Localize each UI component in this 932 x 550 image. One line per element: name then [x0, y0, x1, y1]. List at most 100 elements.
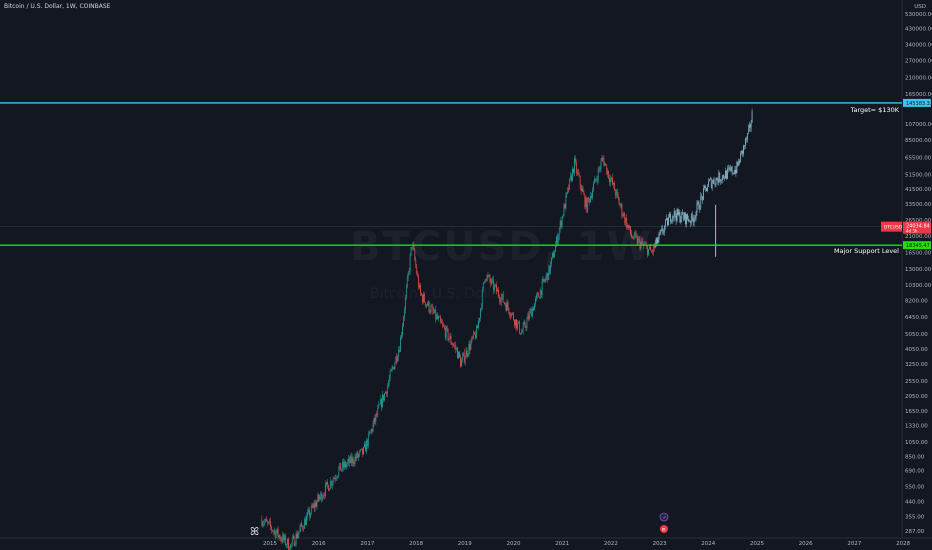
candle-body [556, 236, 557, 245]
candle-body [574, 158, 575, 173]
candle-body [548, 265, 550, 280]
candle-body [376, 413, 378, 416]
candle-body [532, 308, 533, 317]
price-tick-label: 10300.00 [905, 283, 932, 289]
candle-body [730, 167, 732, 171]
candle-body [713, 179, 715, 184]
candle-body [474, 332, 476, 335]
candle-body [351, 457, 353, 464]
candle-body [496, 284, 497, 292]
candle-body [547, 273, 549, 280]
symbol-tag [881, 221, 902, 232]
candle-body [301, 523, 303, 526]
candle-body [551, 257, 552, 264]
candle-body [395, 356, 397, 364]
candle-body [280, 539, 282, 540]
candle-body [506, 302, 508, 311]
candle-body [410, 247, 412, 256]
candle-body [528, 314, 530, 319]
price-tick-label: 340000.00 [905, 43, 932, 49]
candle-body [477, 326, 478, 329]
candle-body [559, 221, 561, 229]
year-tick-label: 2018 [409, 541, 423, 547]
candle-body [331, 482, 333, 486]
candle-body [353, 463, 355, 464]
candle-body [556, 236, 558, 244]
candle-body [689, 221, 690, 222]
candle-body [423, 294, 425, 303]
candle-body [364, 443, 365, 447]
candle-body [333, 478, 335, 480]
candle-body [425, 304, 427, 306]
candle-body [429, 311, 431, 313]
price-tick-label: 51500.00 [905, 172, 932, 178]
candle-body [417, 273, 419, 276]
candle-body [600, 160, 602, 169]
candle-body [292, 536, 294, 539]
candle-body [380, 399, 381, 405]
candle-body [279, 535, 281, 540]
candle-body [485, 279, 487, 281]
candle-body [633, 232, 635, 239]
candle-body [390, 370, 392, 372]
candle-body [420, 285, 421, 294]
candle-body [602, 158, 604, 159]
candle-body [443, 326, 445, 329]
candle-body [500, 297, 502, 303]
candle-body [401, 334, 402, 338]
candle-body [493, 279, 495, 291]
symbol-tag-label: BTCUSD [884, 225, 903, 231]
candle-body [671, 216, 673, 221]
year-tick-label: 2016 [312, 541, 326, 547]
candle-body [525, 326, 527, 328]
candle-body [439, 317, 440, 318]
candle-body [424, 302, 426, 306]
candle-body [703, 188, 704, 200]
candle-body [689, 221, 691, 224]
candle-body [349, 455, 351, 464]
candle-body [564, 204, 566, 209]
candle-body [426, 304, 428, 306]
candle-body [434, 309, 436, 313]
candle-body [745, 138, 746, 146]
candle-body [617, 193, 619, 199]
candle-body [534, 303, 535, 311]
candle-body [440, 317, 441, 322]
candle-body [471, 336, 473, 343]
candle-body [657, 239, 659, 244]
candle-body [423, 294, 424, 303]
candle-body [732, 172, 734, 174]
candle-body [705, 186, 706, 188]
candle-body [552, 253, 553, 258]
candle-body [367, 433, 369, 446]
candle-body [639, 238, 641, 249]
candle-body [535, 298, 536, 304]
price-tick-label: 1330.00 [905, 424, 928, 430]
candle-body [377, 407, 379, 416]
candle-body [669, 213, 670, 218]
candle-body [748, 124, 750, 129]
candle-body [269, 521, 270, 522]
earnings-icon[interactable] [660, 525, 668, 533]
candle-body [716, 178, 718, 180]
candle-body [362, 448, 363, 455]
candle-body [266, 519, 267, 522]
candle-body [494, 285, 495, 291]
candle-body [519, 332, 521, 335]
candle-body [293, 536, 295, 546]
candle-body [282, 534, 284, 542]
candle-body [278, 535, 280, 537]
candle-body [442, 324, 444, 327]
candle-body [341, 468, 343, 471]
candle-body [320, 492, 322, 498]
candle-body [610, 178, 611, 183]
candle-body [409, 255, 411, 272]
target-price-label: 145383.32 [906, 101, 932, 107]
year-tick-label: 2020 [507, 541, 521, 547]
candle-body [458, 351, 459, 359]
candle-body [744, 145, 745, 147]
candle-body [539, 290, 541, 299]
flag-icon[interactable] [659, 512, 669, 522]
